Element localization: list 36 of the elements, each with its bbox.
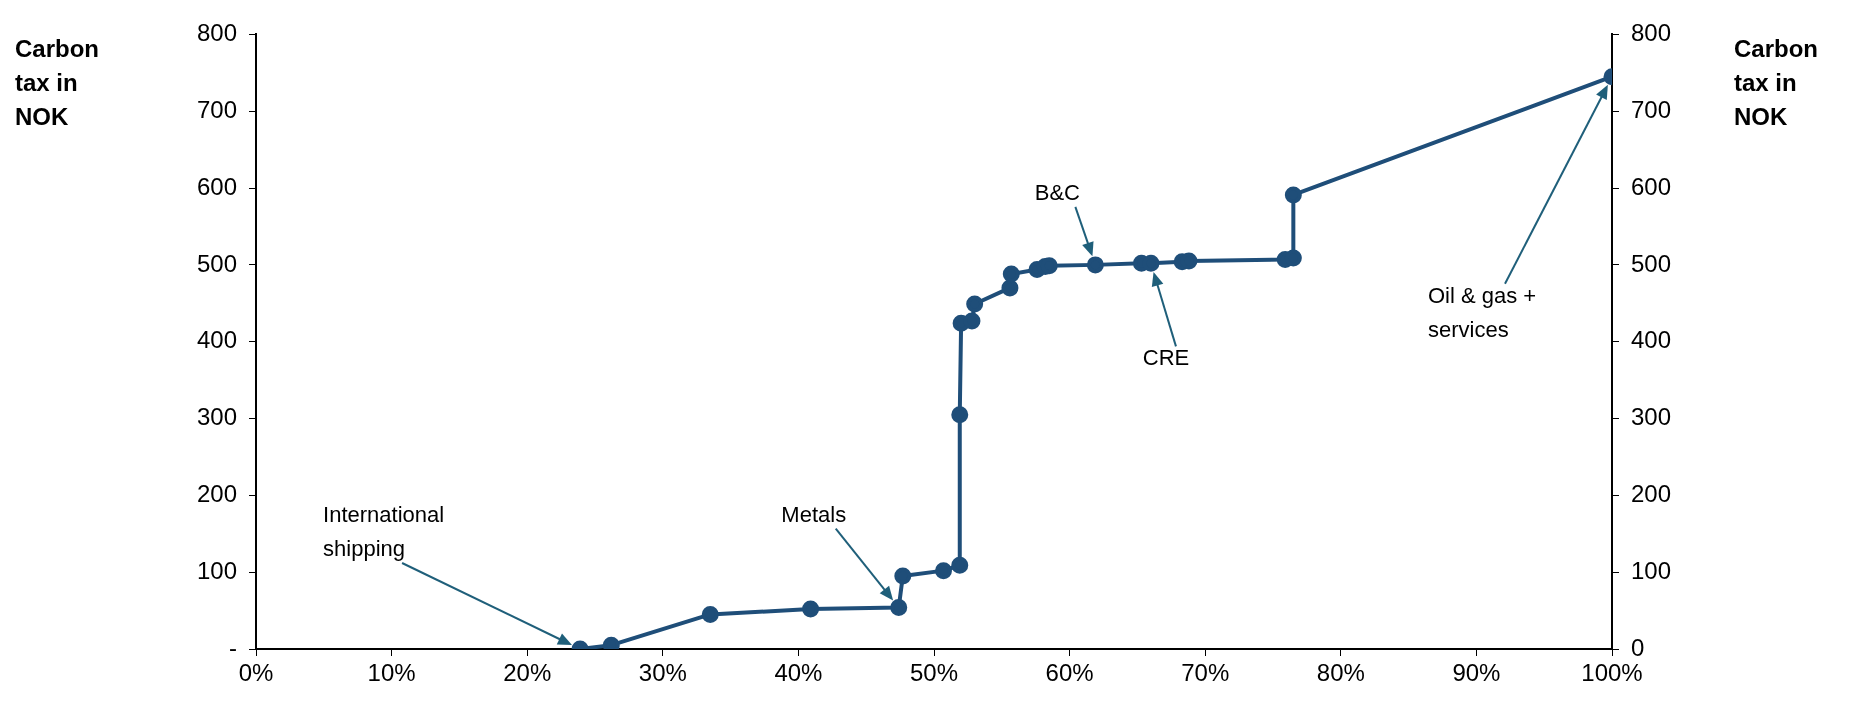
y2-tick-label: 200: [1631, 479, 1672, 507]
y2-axis-title: Carbon tax in NOK: [1734, 34, 1818, 130]
y-tick-label: 500: [196, 249, 237, 277]
y-tick-label: -: [229, 633, 237, 661]
y2-tick-label: 500: [1631, 249, 1672, 277]
annotation: Metals: [781, 501, 847, 527]
y-tick-label: 800: [196, 19, 237, 47]
x-tick-label: 20%: [503, 659, 552, 687]
x-tick-label: 80%: [1316, 659, 1365, 687]
y-axis-title: Carbon tax in NOK: [15, 34, 99, 130]
y2-tick-label: 600: [1631, 172, 1672, 200]
annotation: International shipping: [323, 502, 445, 562]
annotation: CRE: [1142, 345, 1190, 371]
annotation: Oil & gas + services: [1428, 282, 1537, 342]
y-tick-label: 300: [196, 403, 237, 431]
x-tick-label: 0%: [238, 659, 274, 687]
x-tick-label: 60%: [1045, 659, 1094, 687]
y-tick-label: 200: [196, 479, 237, 507]
y2-tick-label: 400: [1631, 326, 1672, 354]
x-tick-label: 10%: [367, 659, 416, 687]
y2-tick-label: 100: [1631, 556, 1672, 584]
x-tick-label: 40%: [774, 659, 823, 687]
x-tick-label: 70%: [1181, 659, 1230, 687]
x-tick-label: 50%: [909, 659, 959, 687]
y-tick-label: 600: [196, 172, 237, 200]
y2-tick-label: 700: [1631, 95, 1672, 123]
y2-tick-label: 0: [1631, 633, 1645, 661]
y-tick-label: 400: [196, 326, 237, 354]
y2-tick-label: 300: [1631, 403, 1672, 431]
x-tick-label: 100%: [1581, 659, 1643, 687]
y-tick-label: 100: [196, 556, 237, 584]
x-tick-label: 30%: [638, 659, 687, 687]
y2-tick-label: 800: [1631, 19, 1672, 47]
annotation: B&C: [1034, 179, 1081, 205]
y-tick-label: 700: [196, 95, 237, 123]
x-tick-label: 90%: [1452, 659, 1501, 687]
